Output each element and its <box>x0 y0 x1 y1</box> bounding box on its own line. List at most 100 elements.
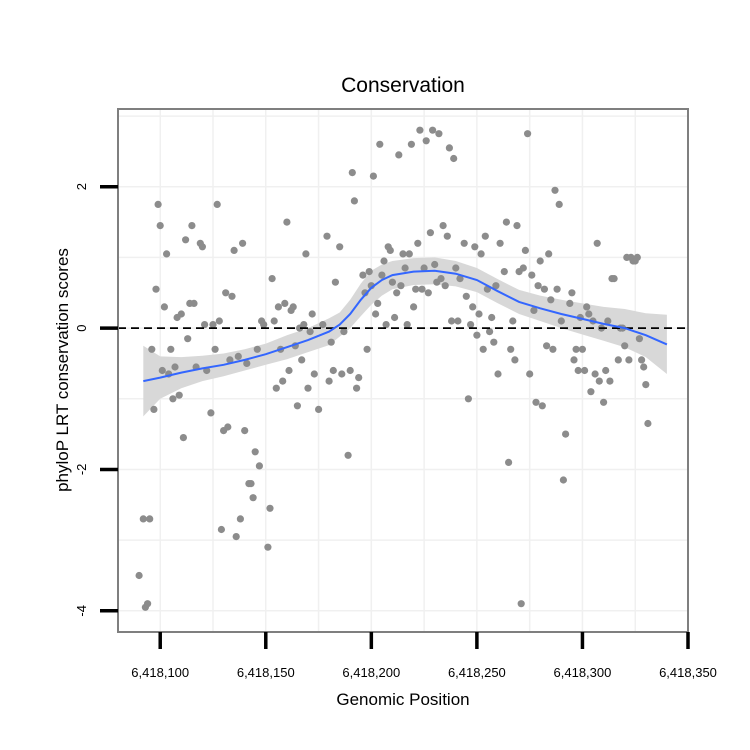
data-point <box>405 250 413 258</box>
data-point <box>549 345 557 353</box>
data-point <box>578 345 587 353</box>
data-point <box>424 289 432 297</box>
x-tick-label: 6,418,100 <box>131 665 189 680</box>
data-point <box>228 292 236 300</box>
data-point <box>327 338 335 346</box>
data-point <box>308 310 316 318</box>
data-point <box>471 243 479 251</box>
data-point <box>146 515 154 523</box>
data-point <box>270 317 278 325</box>
data-point <box>431 260 439 269</box>
data-point <box>361 289 369 297</box>
data-point <box>236 515 244 523</box>
data-point <box>374 299 382 307</box>
data-point <box>304 384 312 392</box>
y-tick-label: -2 <box>74 464 89 476</box>
data-point <box>593 239 601 247</box>
data-point <box>638 356 646 364</box>
data-point <box>234 352 242 360</box>
data-point <box>160 303 168 311</box>
data-point <box>340 328 348 336</box>
data-point <box>266 504 274 512</box>
data-point <box>363 345 371 353</box>
data-point <box>167 345 175 353</box>
data-point <box>547 296 555 304</box>
data-point <box>568 289 576 297</box>
y-tick-label: -4 <box>74 605 89 617</box>
data-point <box>211 345 219 353</box>
data-point <box>420 264 428 272</box>
data-point <box>460 239 468 247</box>
data-point <box>171 363 179 371</box>
data-point <box>441 282 449 290</box>
grid-lines <box>118 109 688 632</box>
data-point <box>557 317 565 325</box>
data-point <box>555 200 563 208</box>
data-point <box>486 328 494 336</box>
data-point <box>293 402 301 410</box>
data-point <box>407 140 415 148</box>
data-point <box>581 366 589 375</box>
data-point <box>182 236 190 244</box>
data-point <box>272 384 280 392</box>
data-point <box>443 232 451 240</box>
data-point <box>264 543 272 551</box>
y-tick-label: 0 <box>74 324 89 331</box>
data-point <box>640 363 648 371</box>
data-point <box>348 169 356 177</box>
data-point <box>511 356 519 364</box>
y-axis-title: phyloP LRT conservation scores <box>53 248 72 492</box>
data-point <box>226 356 234 364</box>
data-point <box>217 525 225 534</box>
data-point <box>338 370 346 378</box>
y-axis: -4 -2 0 2 <box>74 183 118 617</box>
data-point <box>139 515 147 523</box>
panel-border <box>117 108 689 633</box>
y-tick-label: 2 <box>74 183 89 190</box>
data-point <box>437 275 445 283</box>
data-point <box>156 222 164 230</box>
data-point <box>198 243 206 251</box>
data-point <box>574 366 582 375</box>
data-point <box>393 289 401 297</box>
data-point <box>524 130 532 138</box>
data-point <box>215 317 223 325</box>
data-point <box>302 250 310 258</box>
data-point <box>319 321 327 329</box>
data-point <box>279 377 287 385</box>
data-point <box>621 342 629 350</box>
data-point <box>566 299 574 307</box>
chart-title: Conservation <box>341 74 465 97</box>
data-point <box>331 278 339 286</box>
smooth-line <box>143 269 668 383</box>
data-point <box>479 345 487 353</box>
data-point <box>540 285 549 293</box>
data-point <box>435 130 443 138</box>
data-point <box>418 285 426 293</box>
data-point <box>448 317 456 325</box>
data-point <box>247 480 255 488</box>
data-point <box>450 154 458 163</box>
data-point <box>494 370 502 378</box>
data-point <box>201 321 209 329</box>
data-point <box>644 419 652 428</box>
data-point <box>388 278 396 286</box>
data-point <box>562 430 570 438</box>
data-point <box>507 345 515 353</box>
data-point <box>477 250 485 258</box>
data-point <box>528 271 536 279</box>
data-point <box>251 448 259 456</box>
x-tick-label: 6,418,300 <box>554 665 612 680</box>
data-point <box>445 144 453 152</box>
data-point <box>353 384 361 392</box>
data-point <box>633 253 641 261</box>
data-point <box>344 451 352 459</box>
data-point <box>502 218 510 226</box>
data-point <box>543 342 551 350</box>
data-point <box>462 292 470 300</box>
data-point <box>154 200 162 208</box>
data-point <box>532 398 540 406</box>
data-point <box>144 600 152 608</box>
data-point <box>500 268 508 276</box>
